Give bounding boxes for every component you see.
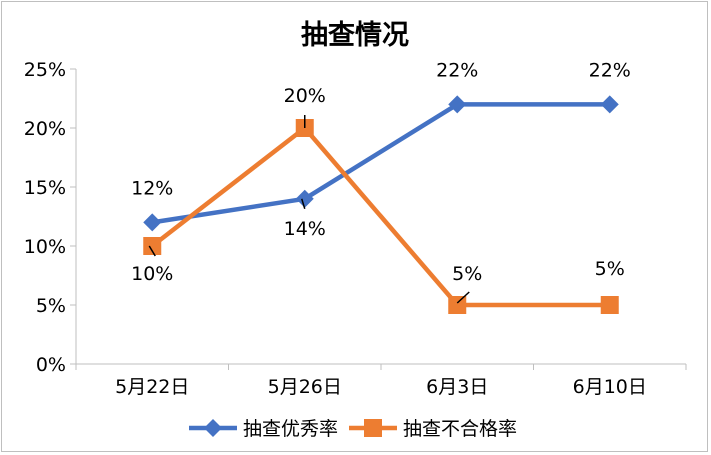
y-tick-label: 0% — [36, 354, 66, 376]
y-tick-label: 5% — [36, 295, 66, 317]
data-point-square — [600, 296, 619, 314]
series-diamond — [143, 95, 619, 232]
series-square — [143, 119, 619, 314]
label-leader-line — [456, 291, 470, 304]
data-point-diamond — [448, 95, 467, 114]
data-point-diamond — [143, 213, 162, 232]
y-tick-label: 25% — [24, 59, 66, 81]
x-tick-label: 6月3日 — [426, 376, 488, 398]
data-label: 5% — [595, 258, 625, 280]
data-point-diamond — [600, 95, 619, 114]
y-tick-label: 10% — [24, 236, 66, 258]
data-labels: 12% 14% 22% 22% 10% 20% 5% 5% — [131, 59, 631, 304]
data-label: 14% — [284, 218, 326, 240]
data-label: 22% — [436, 59, 478, 81]
series-line — [150, 125, 612, 308]
legend-label: 抽查不合格率 — [403, 418, 517, 440]
data-label: 12% — [131, 177, 173, 199]
y-axis: 0% 5% 10% 15% 20% 25% — [24, 59, 77, 376]
data-label: 5% — [452, 263, 482, 285]
data-label: 10% — [131, 263, 173, 285]
label-leader-line — [148, 245, 156, 257]
legend: 抽查优秀率 抽查不合格率 — [189, 418, 517, 440]
x-axis: 5月22日 5月26日 6月3日 6月10日 — [75, 363, 687, 398]
legend-label: 抽查优秀率 — [243, 418, 338, 440]
x-tick-label: 6月10日 — [573, 376, 647, 398]
data-point-diamond — [295, 189, 314, 208]
data-label: 22% — [589, 59, 631, 81]
y-tick-label: 20% — [24, 118, 66, 140]
legend-item: 抽查不合格率 — [349, 418, 517, 440]
data-point-square — [143, 237, 162, 255]
legend-square-icon — [364, 419, 382, 437]
data-point-square — [448, 296, 467, 314]
data-label: 20% — [284, 85, 326, 107]
series-line — [150, 102, 612, 225]
series-layer — [143, 95, 619, 314]
y-tick-label: 15% — [24, 177, 66, 199]
legend-diamond-icon — [204, 419, 222, 437]
label-leader-line — [301, 198, 306, 210]
legend-item: 抽查优秀率 — [189, 418, 338, 440]
x-tick-label: 5月26日 — [268, 376, 342, 398]
chart-title: 抽查情况 — [301, 20, 409, 51]
x-tick-label: 5月22日 — [115, 376, 189, 398]
